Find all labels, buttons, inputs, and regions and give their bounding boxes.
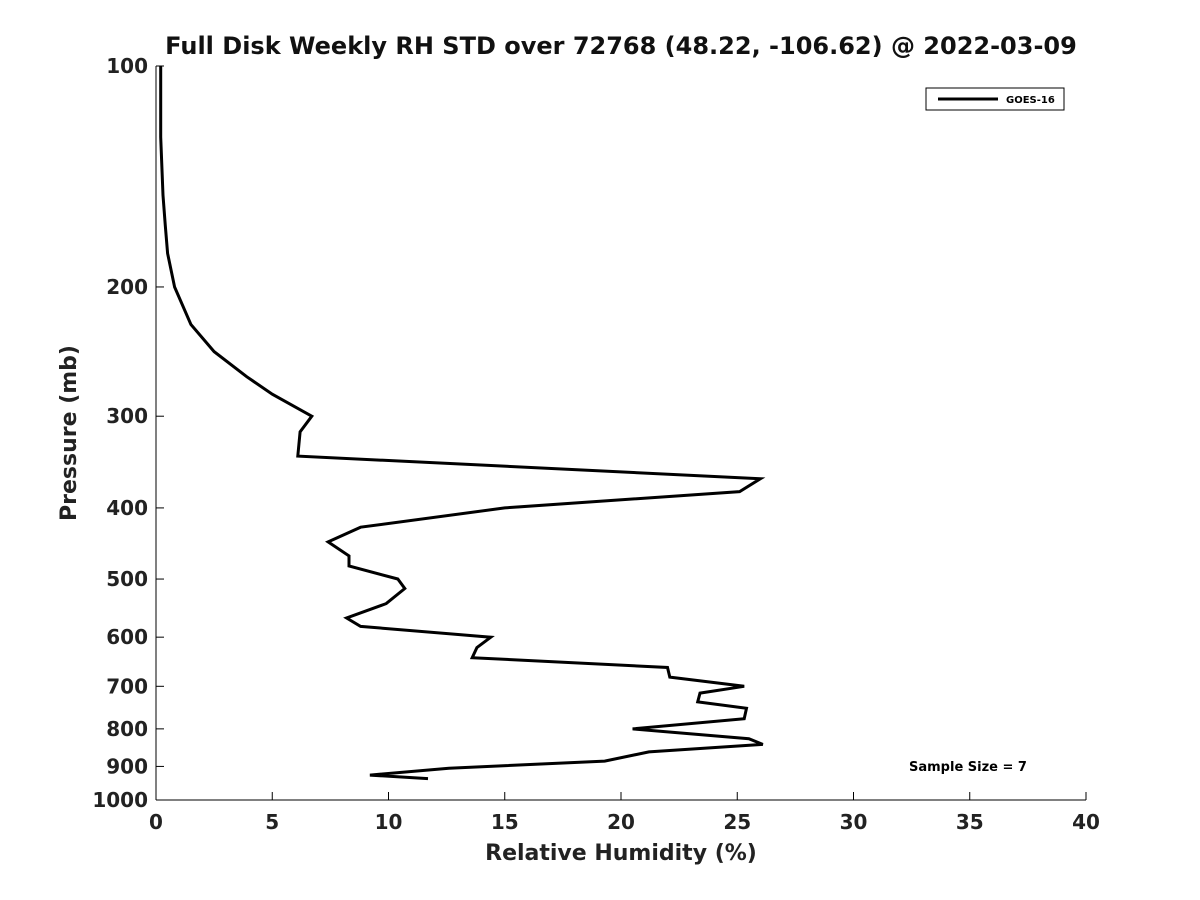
axes (155, 66, 1086, 801)
y-tick-label: 800 (106, 717, 148, 741)
x-tick-label: 0 (149, 810, 163, 834)
y-tick-label: 700 (106, 674, 148, 698)
x-tick-label: 15 (491, 810, 519, 834)
y-tick-label: 1000 (92, 788, 148, 812)
x-tick-label: 10 (375, 810, 403, 834)
x-tick-label: 30 (840, 810, 868, 834)
series-line (159, 66, 766, 781)
chart-title: Full Disk Weekly RH STD over 72768 (48.2… (165, 32, 1077, 60)
sample-size-annotation: Sample Size = 7 (909, 760, 1027, 775)
legend-label: GOES-16 (1006, 95, 1055, 106)
y-tick-label: 500 (106, 567, 148, 591)
x-tick-label: 5 (265, 810, 279, 834)
y-tick-label: 100 (106, 54, 148, 78)
y-tick-label: 300 (106, 404, 148, 428)
y-axis-title: Pressure (mb) (57, 345, 82, 521)
x-tick-label: 25 (723, 810, 751, 834)
y-tick-label: 900 (106, 754, 148, 778)
y-ticks: 100 200 300 400 500 600 700 800 900 1000 (92, 54, 164, 812)
y-tick-label: 200 (106, 275, 148, 299)
y-tick-label: 400 (106, 496, 148, 520)
x-axis-title: Relative Humidity (%) (485, 841, 757, 866)
x-ticks: 0 5 10 15 20 25 30 35 40 (149, 792, 1100, 834)
series-group (159, 66, 766, 781)
x-tick-label: 35 (956, 810, 984, 834)
y-tick-label: 600 (106, 625, 148, 649)
x-tick-label: 20 (607, 810, 635, 834)
legend: GOES-16 (925, 87, 1065, 111)
x-tick-label: 40 (1072, 810, 1100, 834)
